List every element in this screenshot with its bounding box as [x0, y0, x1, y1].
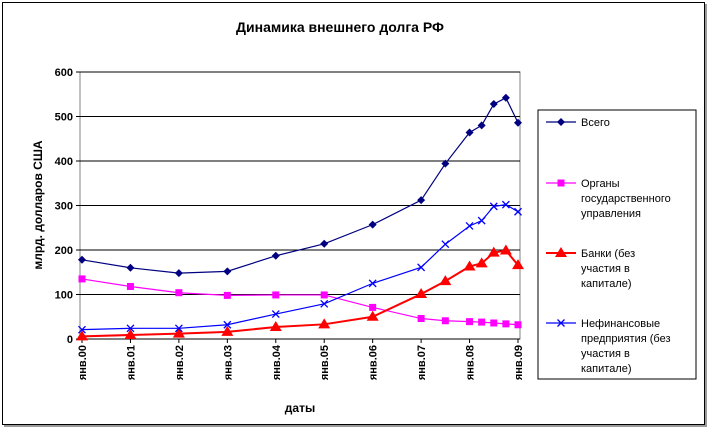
x-tick-label: янв.08	[465, 345, 477, 380]
data-point	[475, 257, 488, 268]
legend-label: Банки (без участия в капитале)	[581, 248, 635, 290]
data-point	[439, 275, 452, 286]
data-point	[514, 207, 522, 216]
data-point	[463, 260, 476, 271]
data-point	[269, 320, 282, 331]
data-point	[489, 100, 498, 109]
data-point	[465, 222, 474, 230]
y-axis: 0 100 200 300 400 500 600	[55, 67, 80, 346]
data-point	[514, 321, 522, 329]
y-tick-label: 200	[55, 245, 73, 257]
x-tick-label: янв.00	[77, 345, 89, 380]
x-tick-label: янв.06	[368, 345, 380, 380]
data-point	[477, 216, 486, 225]
data-point	[499, 244, 512, 255]
data-point	[417, 263, 426, 272]
data-point	[441, 317, 449, 325]
data-point	[78, 325, 86, 334]
data-point	[366, 310, 379, 321]
data-point	[221, 325, 234, 336]
data-point	[417, 196, 426, 205]
data-point	[417, 315, 425, 323]
series-line	[81, 96, 519, 274]
data-point	[175, 289, 183, 297]
data-point	[368, 279, 377, 288]
chart-title: Динамика внешнего долга РФ	[236, 19, 444, 35]
data-point	[320, 299, 329, 308]
data-point	[512, 259, 524, 270]
data-point	[501, 200, 510, 209]
y-tick-label: 300	[55, 201, 73, 213]
data-point	[271, 310, 280, 319]
y-axis-title: млрд. долларов США	[31, 140, 45, 269]
y-tick-label: 100	[55, 290, 73, 302]
legend-label: Органы государственного управления	[581, 178, 671, 220]
data-point	[318, 318, 331, 329]
legend-marker	[555, 247, 567, 257]
data-point	[477, 121, 486, 130]
data-point	[320, 291, 328, 299]
data-point	[126, 324, 135, 333]
data-point	[502, 320, 510, 328]
data-point	[514, 118, 522, 127]
data-point	[489, 202, 498, 211]
data-point	[501, 93, 510, 102]
data-point	[223, 320, 232, 329]
data-point	[415, 288, 428, 299]
data-point	[465, 128, 474, 137]
legend: Всего Органы государственного управления Бан…	[546, 117, 671, 375]
data-point	[271, 251, 280, 260]
x-tick-label: янв.01	[125, 345, 137, 380]
legend-marker	[557, 118, 565, 126]
data-point	[441, 159, 450, 168]
legend-label: Нефинансовые предприятия (без участия в кап…	[581, 318, 671, 375]
y-tick-label: 500	[55, 112, 73, 124]
data-point	[490, 319, 498, 327]
legend-marker	[557, 179, 565, 187]
x-tick-label: янв.09	[513, 345, 525, 380]
data-point	[78, 255, 86, 264]
legend-label: Всего	[581, 117, 610, 129]
x-axis-title: даты	[285, 401, 315, 415]
data-point	[78, 275, 86, 283]
data-point	[174, 324, 183, 333]
data-point	[174, 269, 183, 278]
series-group	[76, 93, 524, 341]
x-axis: янв.00 янв.01 янв.02 янв.03 янв.04 янв.05 янв.…	[77, 338, 525, 380]
data-point	[126, 263, 135, 272]
data-point	[124, 328, 137, 339]
y-tick-label: 0	[67, 334, 73, 346]
data-point	[368, 220, 377, 229]
data-point	[441, 240, 450, 249]
data-point	[172, 327, 185, 338]
x-tick-label: янв.04	[271, 344, 283, 380]
data-point	[272, 291, 280, 299]
x-tick-label: янв.07	[416, 345, 428, 380]
data-point	[487, 246, 500, 257]
legend-box	[537, 109, 697, 380]
data-point	[369, 303, 377, 311]
x-tick-label: янв.02	[174, 345, 186, 380]
legend-marker	[557, 319, 565, 327]
data-point	[223, 291, 231, 299]
data-point	[126, 282, 134, 290]
y-tick-label: 600	[55, 67, 73, 79]
data-point	[466, 318, 474, 326]
data-point	[478, 318, 486, 326]
y-tick-label: 400	[55, 156, 73, 168]
data-point	[320, 239, 329, 248]
data-point	[76, 330, 88, 341]
x-tick-label: янв.03	[222, 345, 234, 380]
data-point	[223, 267, 232, 276]
x-tick-label: янв.05	[319, 345, 331, 380]
